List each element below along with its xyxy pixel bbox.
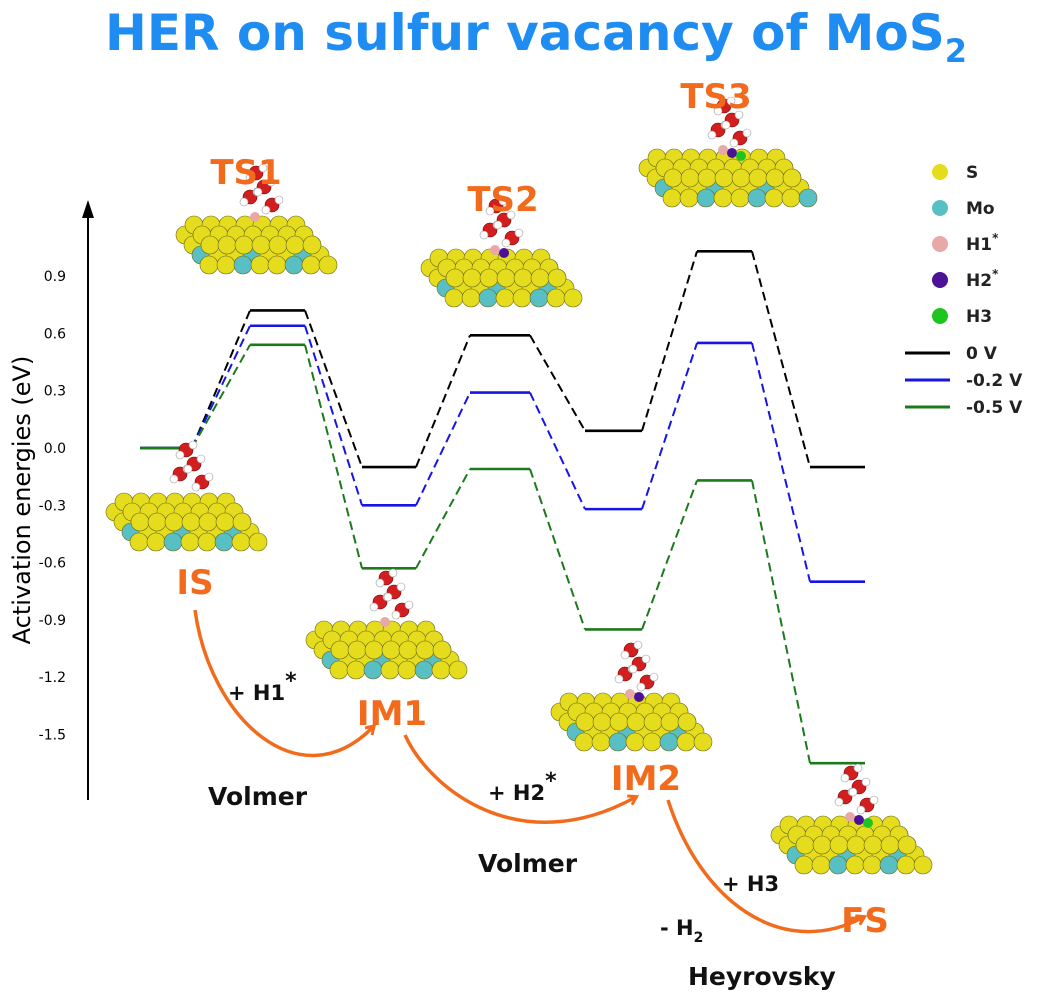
reactant-label-h1: + H1* bbox=[228, 669, 297, 705]
legend-series-label: -0.2 V bbox=[966, 371, 1023, 391]
legend-atom-swatch bbox=[932, 272, 948, 288]
transition-connector bbox=[751, 480, 811, 764]
molecular-structures bbox=[105, 96, 933, 875]
structure-fs bbox=[770, 763, 933, 875]
transition-connector bbox=[641, 342, 698, 510]
step-label-heyrovsky: Heyrovsky bbox=[688, 962, 836, 991]
transition-connector bbox=[304, 344, 363, 569]
reactant-label-h3: + H3 bbox=[722, 872, 779, 896]
y-tick-label: -0.9 bbox=[39, 613, 66, 629]
structure-ts1 bbox=[175, 163, 338, 275]
legend-atom-label: H2* bbox=[966, 267, 999, 291]
structure-ts3 bbox=[638, 96, 818, 208]
legend-atom-swatch bbox=[932, 164, 948, 180]
transition-connector bbox=[641, 480, 698, 630]
transition-connector bbox=[415, 468, 471, 569]
transition-connector bbox=[641, 250, 698, 432]
arrow-is-to-im1 bbox=[193, 609, 372, 758]
transition-connector bbox=[529, 468, 586, 630]
y-axis bbox=[82, 200, 94, 800]
y-tick-labels: 0.9 0.6 0.3 0.0 -0.3 -0.6 -0.9 -1.2 -1.5 bbox=[39, 269, 66, 743]
y-tick-label: -1.2 bbox=[39, 670, 66, 686]
y-tick-label: 0.6 bbox=[44, 326, 66, 342]
transition-connector bbox=[191, 344, 251, 449]
state-label-ts3: TS3 bbox=[680, 77, 751, 117]
state-labels: TS1 TS2 TS3 IS IM1 IM2 FS bbox=[176, 77, 888, 941]
state-label-im1: IM1 bbox=[357, 694, 427, 734]
step-label-volmer-2: Volmer bbox=[478, 849, 578, 878]
state-label-is: IS bbox=[176, 563, 213, 603]
legend-atom-swatch bbox=[932, 308, 948, 324]
transition-connector bbox=[529, 392, 586, 510]
legend-atom-label: Mo bbox=[966, 199, 995, 219]
arrow-im2-to-fs bbox=[666, 799, 862, 934]
title-main: HER on sulfur vacancy of MoS bbox=[105, 4, 945, 62]
title-subscript: 2 bbox=[945, 32, 967, 70]
legend-atom-label: H1* bbox=[966, 231, 999, 255]
transition-connector bbox=[191, 325, 251, 449]
legend-atom-swatch bbox=[932, 200, 948, 216]
transition-connector bbox=[415, 334, 471, 468]
arrow-im1-to-im2 bbox=[403, 734, 634, 825]
step-labels: Volmer Volmer Heyrovsky + H1* + H2* + H3… bbox=[208, 669, 836, 991]
legend: S Mo H1* H2* H3 0 V -0.2 V -0.5 V bbox=[905, 163, 1023, 418]
state-label-ts2: TS2 bbox=[467, 180, 538, 220]
legend-atom-label: H3 bbox=[966, 307, 992, 327]
structure-im1 bbox=[305, 568, 468, 680]
y-tick-label: 0.0 bbox=[44, 441, 66, 457]
legend-atom-swatch bbox=[932, 236, 948, 252]
reaction-arrows bbox=[193, 609, 862, 934]
transition-connector bbox=[529, 334, 586, 432]
legend-atom-label: S bbox=[966, 163, 978, 183]
figure-title: HER on sulfur vacancy of MoS2 bbox=[105, 4, 967, 70]
structure-ts2 bbox=[420, 196, 583, 308]
y-tick-label: -0.6 bbox=[39, 556, 66, 572]
y-axis-label: Activation energies (eV) bbox=[8, 356, 36, 645]
structure-is bbox=[105, 440, 268, 552]
y-tick-label: 0.9 bbox=[44, 269, 66, 285]
y-tick-label: 0.3 bbox=[44, 384, 66, 400]
state-label-im2: IM2 bbox=[611, 759, 681, 799]
y-tick-label: -0.3 bbox=[39, 498, 66, 514]
y-tick-label: -1.5 bbox=[39, 728, 66, 744]
transition-connector bbox=[304, 325, 363, 506]
transition-connector bbox=[191, 310, 251, 449]
product-label-h2: - H2 bbox=[660, 916, 703, 946]
transition-connector bbox=[415, 392, 471, 506]
state-label-fs: FS bbox=[841, 901, 889, 941]
transition-connector bbox=[751, 342, 811, 582]
step-label-volmer-1: Volmer bbox=[208, 782, 308, 811]
structure-im2 bbox=[550, 640, 713, 752]
state-label-ts1: TS1 bbox=[210, 153, 281, 193]
legend-series-label: -0.5 V bbox=[966, 398, 1023, 418]
series-0Vv bbox=[140, 249, 865, 469]
legend-series-label: 0 V bbox=[966, 344, 998, 364]
transition-connector bbox=[304, 310, 363, 468]
transition-connector bbox=[751, 251, 811, 468]
reactant-label-h2: + H2* bbox=[488, 769, 557, 805]
